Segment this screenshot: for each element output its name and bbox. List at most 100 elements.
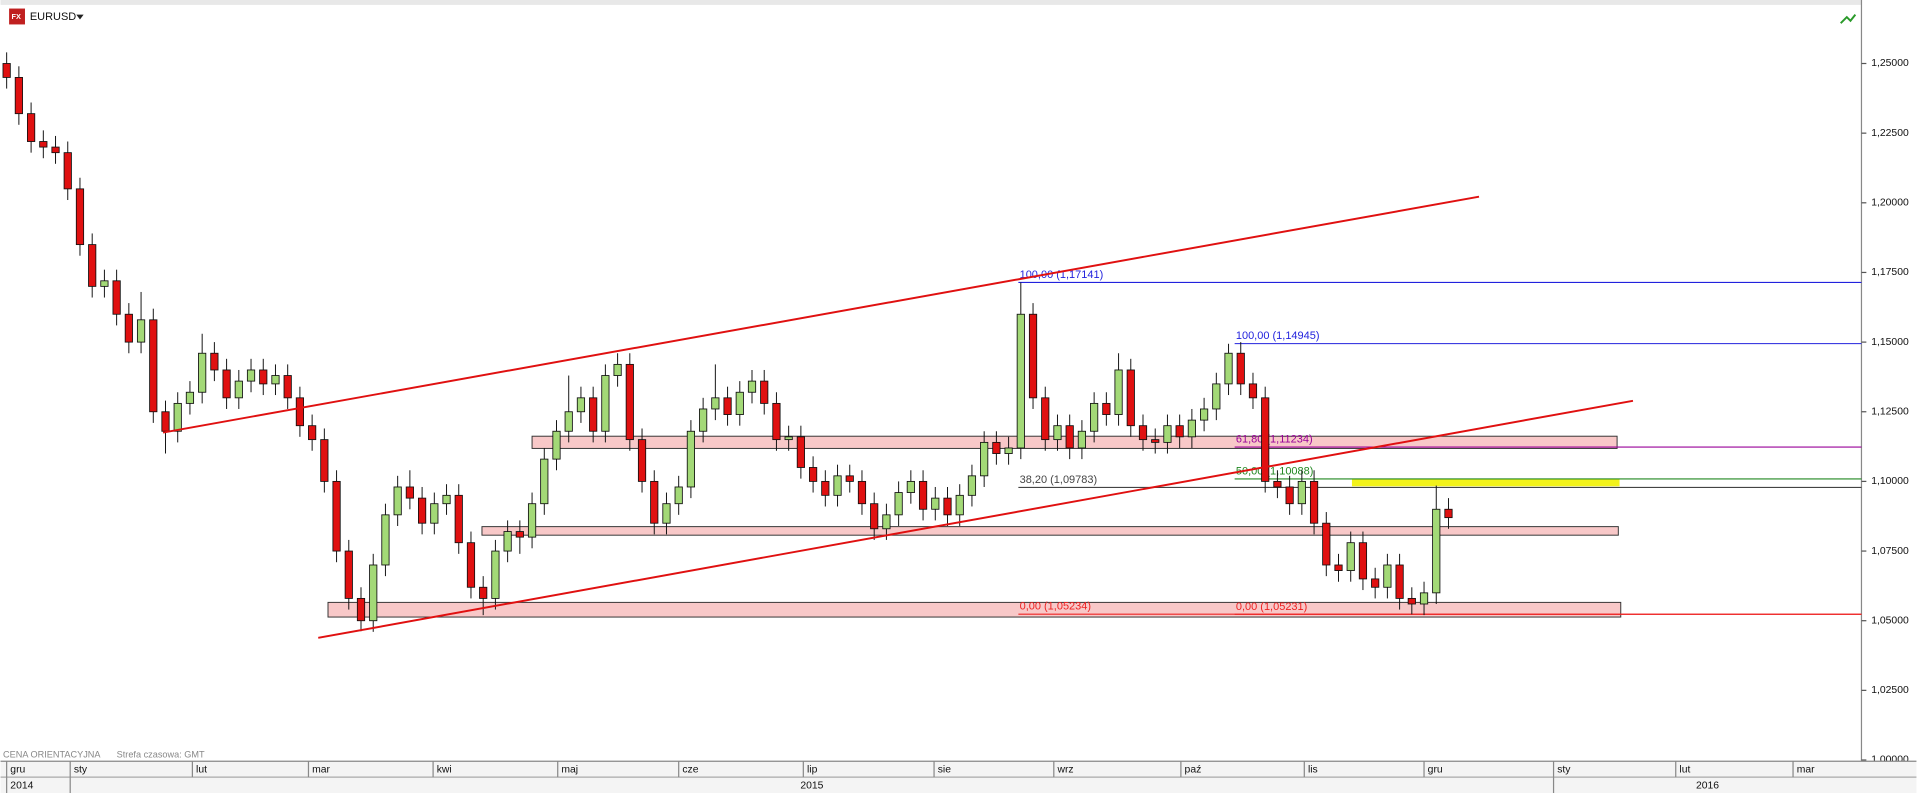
candle-body xyxy=(625,363,634,441)
x-tick-label: sie xyxy=(938,765,951,776)
fx-icon xyxy=(9,8,25,25)
y-tick-label: 1,12500 xyxy=(1871,406,1909,417)
candle-body xyxy=(870,503,879,530)
candle-body xyxy=(405,486,414,499)
timezone: Strefa czasowa: GMT xyxy=(117,750,205,760)
candle-body xyxy=(234,380,243,399)
candle-body xyxy=(637,439,647,482)
y-tick-label: 1,05000 xyxy=(1871,615,1909,626)
x-tick-label: cze xyxy=(682,765,698,776)
candle-body xyxy=(308,425,317,441)
candle-body xyxy=(1163,425,1172,443)
candle-body xyxy=(760,380,769,404)
candle-body xyxy=(1309,480,1319,524)
x-tick-label: mar xyxy=(1797,765,1815,776)
candle-body xyxy=(1090,402,1099,432)
candle-body xyxy=(1383,564,1392,588)
candle-body xyxy=(576,397,586,413)
candle-body xyxy=(552,430,561,460)
price-note: CENA ORIENTACYJNA xyxy=(3,750,101,760)
candle-body xyxy=(320,439,329,482)
candle-body xyxy=(198,352,207,393)
candle-body xyxy=(173,402,182,432)
candle-body xyxy=(88,244,97,287)
candle-body xyxy=(662,503,671,524)
candle-body xyxy=(1444,508,1453,519)
x-tick-label: kwi xyxy=(437,765,452,776)
candle-body xyxy=(1126,369,1135,427)
candle-body xyxy=(1004,447,1013,454)
candle-body xyxy=(723,397,732,415)
y-tick-label: 1,20000 xyxy=(1871,198,1909,209)
candle-body xyxy=(1236,352,1245,385)
x-tick-label: sty xyxy=(74,765,88,776)
candle-body xyxy=(540,458,549,505)
candle-body xyxy=(1407,597,1416,605)
candle-body xyxy=(857,480,867,505)
candle-body xyxy=(442,494,451,505)
candle-body xyxy=(1273,480,1282,488)
candle-body xyxy=(699,408,708,432)
candle-body xyxy=(26,113,36,142)
level-label: 100,00 (1,14945) xyxy=(1236,330,1320,342)
candle-body xyxy=(1395,564,1404,599)
level-label: 0,00 (1,05234) xyxy=(1020,601,1091,613)
x-tick-label: gru xyxy=(1428,765,1443,776)
candle-body xyxy=(821,480,830,496)
candle-body xyxy=(1175,425,1184,438)
candle-body xyxy=(1028,313,1038,399)
candle-body xyxy=(1102,402,1111,415)
symbol[interactable]: EURUSD xyxy=(30,11,76,23)
candle-body xyxy=(967,475,977,496)
support-zone xyxy=(481,526,1619,536)
candle-body xyxy=(246,369,256,382)
candle-body xyxy=(1432,508,1441,594)
candle-body xyxy=(1200,408,1209,421)
candle-body xyxy=(393,486,402,516)
candle-body xyxy=(136,319,146,343)
candle-body xyxy=(943,497,952,516)
candle-body xyxy=(1322,522,1331,566)
highlight-zone xyxy=(1351,478,1620,487)
x-tick-label: sty xyxy=(1557,765,1571,776)
year-label: 2015 xyxy=(800,780,823,791)
candle-body xyxy=(931,497,940,510)
x-tick-label: lut xyxy=(1679,765,1690,776)
candle-body xyxy=(796,436,805,468)
candle-body xyxy=(271,375,280,385)
candle-body xyxy=(1053,425,1062,441)
candle-body xyxy=(344,550,353,599)
candle-body xyxy=(784,436,793,441)
candle-body xyxy=(845,475,854,482)
candle-body xyxy=(295,397,305,427)
candle-body xyxy=(906,480,915,493)
candle-body xyxy=(1419,592,1429,605)
chart-icon[interactable] xyxy=(1840,14,1857,24)
candle-body xyxy=(466,542,476,588)
candle-body xyxy=(381,514,390,566)
symbol-dropdown[interactable] xyxy=(76,14,84,20)
candle-body xyxy=(1261,397,1270,482)
candle-body xyxy=(2,63,11,78)
candle-body xyxy=(918,480,928,510)
candle-body xyxy=(1077,430,1087,449)
candle-body xyxy=(161,411,170,432)
candle-body xyxy=(39,141,48,148)
candle-body xyxy=(14,77,23,115)
year-label: 2014 xyxy=(10,780,33,791)
x-tick-label: maj xyxy=(561,765,578,776)
candle-body xyxy=(686,430,696,488)
candle-body xyxy=(1358,542,1368,580)
candle-body xyxy=(1187,419,1196,438)
candle-body xyxy=(1016,313,1025,449)
candle-body xyxy=(980,441,989,477)
candle-body xyxy=(589,397,598,432)
y-tick-label: 1,17500 xyxy=(1871,267,1909,278)
candle-body xyxy=(1285,486,1294,505)
candle-body xyxy=(112,280,121,315)
level-label: 61,80 (1,11234) xyxy=(1236,434,1313,446)
candle-body xyxy=(149,319,158,413)
